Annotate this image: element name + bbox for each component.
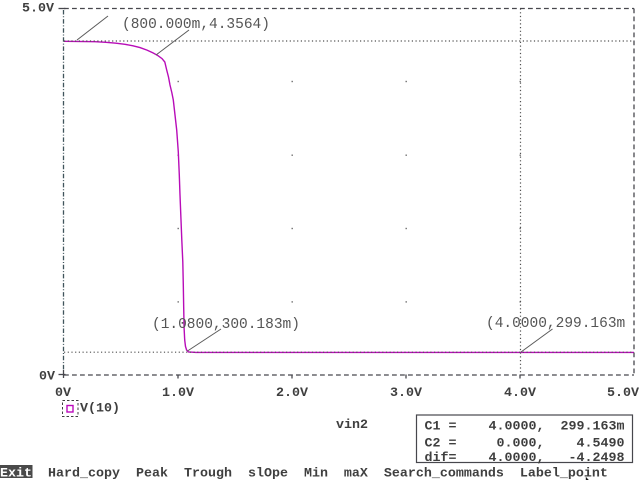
svg-text:dif= 4.0000, -4.2498: dif= 4.0000, -4.2498 [425, 451, 625, 466]
svg-text:4.0V: 4.0V [504, 386, 536, 401]
svg-text:Hard_copy Peak Trough slOpe: Hard_copy Peak Trough slOpe Min maX Sear… [48, 467, 608, 480]
svg-text:0V: 0V [55, 386, 71, 401]
svg-text:(1.0800,300.183m): (1.0800,300.183m) [152, 317, 300, 333]
svg-text:0V: 0V [39, 370, 55, 385]
svg-text:(4.0000,299.163m: (4.0000,299.163m [486, 316, 625, 332]
svg-text:1.0V: 1.0V [162, 386, 194, 401]
svg-text:C2 = 0.000, 4.5490: C2 = 0.000, 4.5490 [425, 437, 625, 452]
svg-text:5.0V: 5.0V [22, 2, 54, 17]
svg-text:2.0V: 2.0V [276, 386, 308, 401]
svg-text:Exit: Exit [0, 467, 32, 480]
svg-text:vin2: vin2 [336, 418, 368, 433]
svg-text:3.0V: 3.0V [390, 386, 422, 401]
svg-text:C1 = 4.0000, 299.163m: C1 = 4.0000, 299.163m [425, 420, 625, 435]
svg-text:V(10): V(10) [80, 402, 120, 417]
svg-text:(800.000m,4.3564): (800.000m,4.3564) [122, 17, 270, 33]
svg-text:5.0V: 5.0V [607, 386, 639, 401]
